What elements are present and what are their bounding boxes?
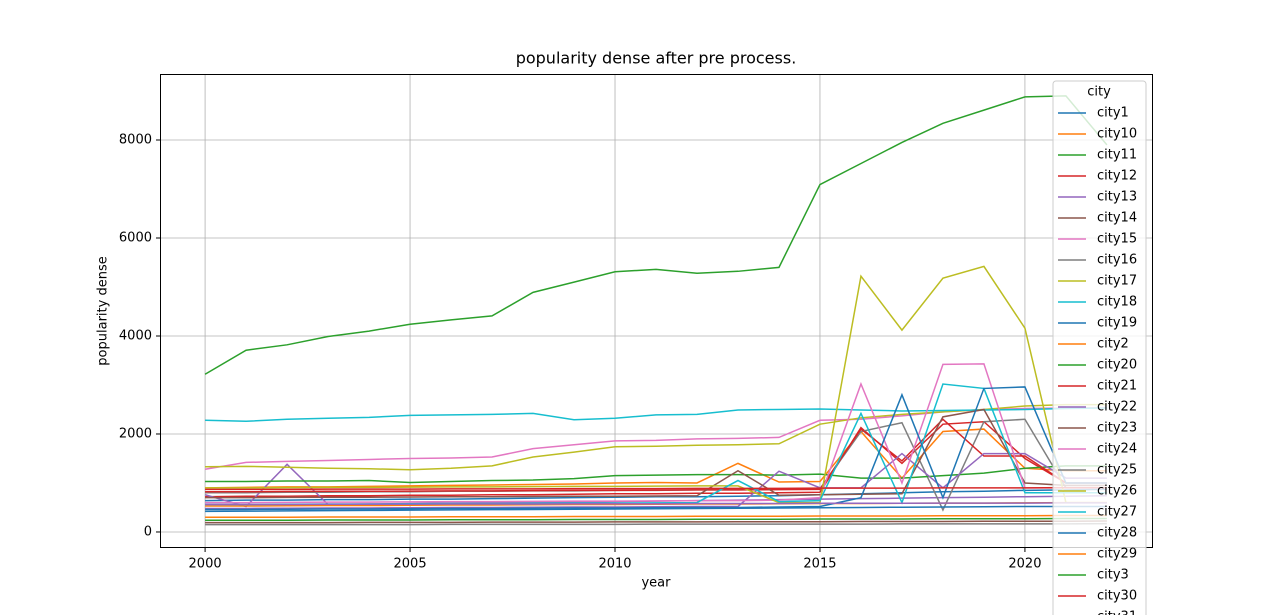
legend-label: city3	[1097, 568, 1129, 583]
legend-label: city31	[1097, 610, 1137, 615]
legend-label: city24	[1097, 442, 1137, 457]
legend-label: city23	[1097, 421, 1137, 436]
plot-frame	[160, 74, 1153, 548]
legend-label: city30	[1097, 589, 1137, 604]
series-line	[205, 418, 1107, 493]
legend-label: city27	[1097, 505, 1137, 520]
x-tick-label: 2000	[189, 557, 222, 572]
series-line	[205, 420, 1107, 498]
x-tick-label: 2010	[598, 557, 631, 572]
y-tick-label: 4000	[119, 328, 152, 343]
chart-title: popularity dense after pre process.	[516, 49, 797, 68]
lines	[204, 95, 1108, 526]
legend-label: city26	[1097, 484, 1137, 499]
legend-label: city20	[1097, 358, 1137, 373]
legend-label: city15	[1097, 232, 1137, 247]
legend-label: city25	[1097, 463, 1137, 478]
series-line	[205, 465, 1107, 484]
series-line	[205, 407, 1107, 422]
legend-label: city10	[1097, 127, 1137, 142]
y-tick-label: 6000	[119, 230, 152, 245]
series-line	[204, 95, 1108, 375]
x-tick-label: 2015	[803, 557, 836, 572]
series-line	[205, 486, 1107, 491]
legend-label: city12	[1097, 169, 1137, 184]
legend-label: city11	[1097, 148, 1137, 163]
x-axis-label: year	[641, 576, 671, 591]
legend-label: city1	[1097, 106, 1129, 121]
series-line	[205, 522, 1107, 526]
series-line	[205, 514, 1107, 519]
legend-box	[1052, 80, 1147, 615]
series-line	[205, 386, 1107, 511]
legend-label: city2	[1097, 337, 1129, 352]
series-line	[205, 505, 1107, 513]
series-line	[205, 502, 1107, 506]
legend-label: city14	[1097, 211, 1137, 226]
series-line	[205, 408, 1107, 499]
series-line	[205, 452, 1107, 510]
legend-label: city17	[1097, 274, 1137, 289]
legend-label: city16	[1097, 253, 1137, 268]
legend-title: city	[1087, 85, 1111, 100]
ticks: 2000 2005 2010 2015 2020 0 2000 4000 6000 8000	[119, 132, 1042, 571]
x-tick-label: 2005	[394, 557, 427, 572]
legend: city city1 city10 city11 city12 city13 city14 c…	[1052, 80, 1147, 615]
x-tick-label: 2020	[1008, 557, 1041, 572]
legend-label: city22	[1097, 400, 1137, 415]
legend-label: city21	[1097, 379, 1137, 394]
series-line	[205, 517, 1107, 521]
legend-label: city19	[1097, 316, 1137, 331]
y-tick-label: 8000	[119, 132, 152, 147]
y-tick-label: 2000	[119, 426, 152, 441]
y-axis-label: popularity dense	[96, 256, 111, 365]
series-line	[205, 265, 1107, 504]
legend-label: city18	[1097, 295, 1137, 310]
series-line	[205, 520, 1107, 524]
grid	[160, 74, 1152, 548]
series-line	[205, 363, 1107, 504]
y-tick-label: 0	[144, 524, 152, 539]
legend-label: city29	[1097, 547, 1137, 562]
legend-label: city28	[1097, 526, 1137, 541]
legend-label: city13	[1097, 190, 1137, 205]
series-line	[205, 403, 1107, 471]
